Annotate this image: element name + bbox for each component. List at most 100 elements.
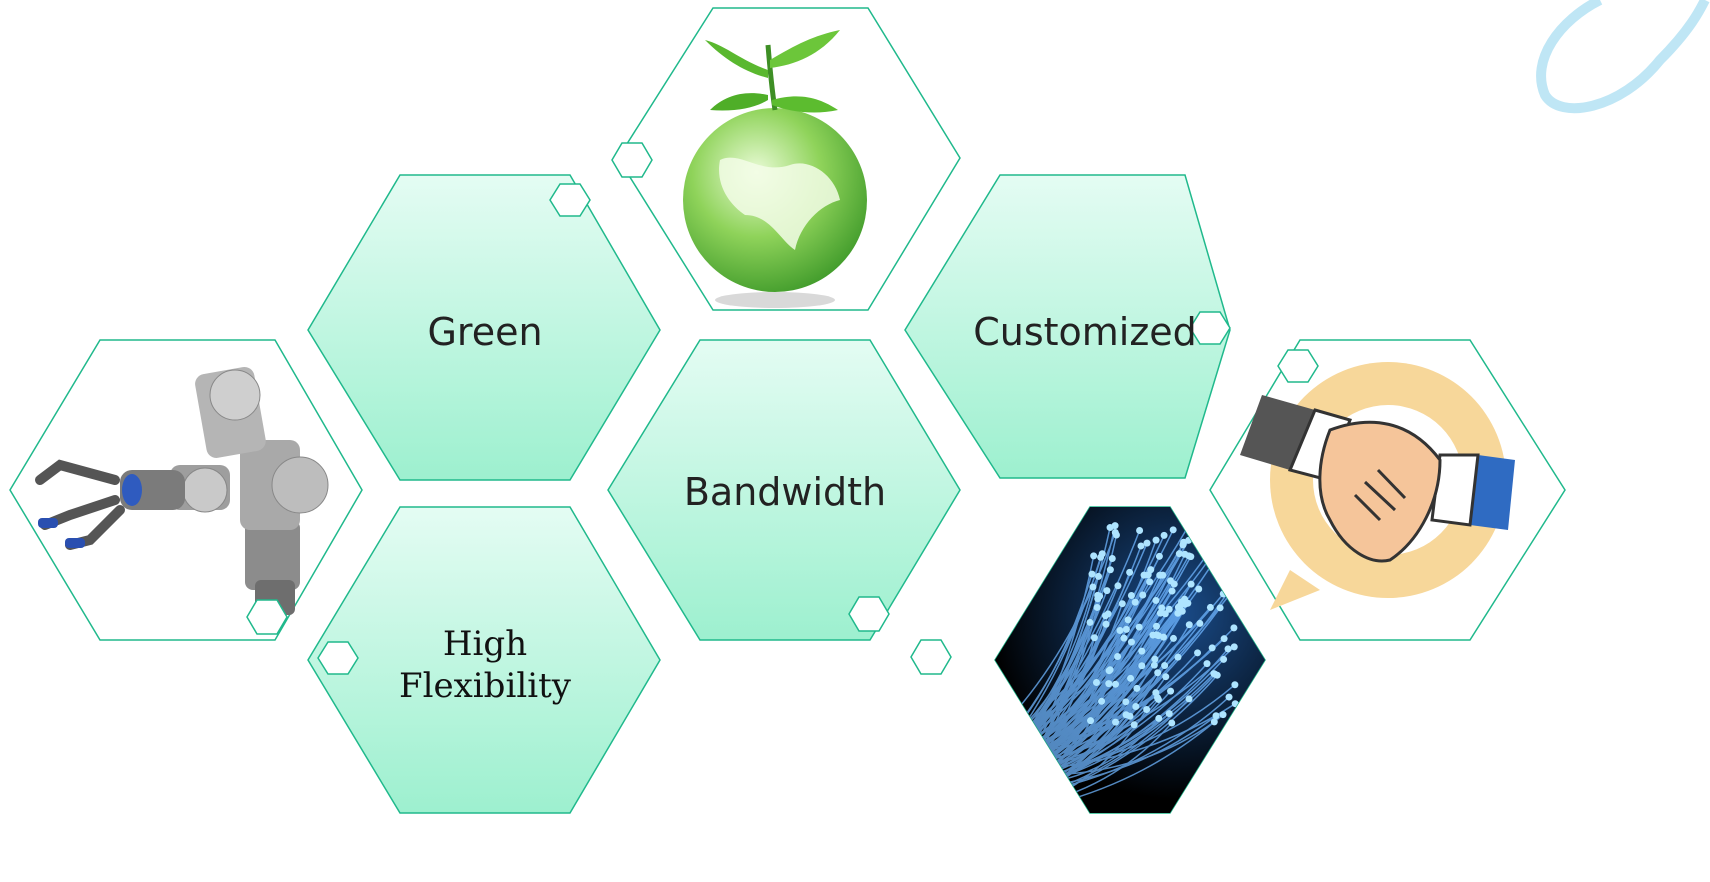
hexagon-label: Green	[427, 310, 542, 354]
fiber-tip	[1143, 705, 1151, 713]
fiber-tip	[1101, 612, 1109, 620]
fiber-tip	[1216, 604, 1224, 612]
fiber-tip	[1162, 673, 1170, 681]
decorative-swirl	[1536, 0, 1710, 114]
fiber-tip	[1124, 616, 1132, 624]
fiber-tip	[1155, 714, 1163, 722]
fiber-tip	[1147, 566, 1155, 574]
fiber-tip	[1102, 620, 1110, 628]
corner-hexagon-icon	[246, 599, 288, 635]
fiber-tip	[1220, 635, 1228, 643]
fiber-tip	[1181, 550, 1189, 558]
fiber-tip	[1156, 609, 1164, 617]
robot-arm-icon	[35, 366, 329, 615]
fiber-strand	[995, 626, 1140, 797]
fiber-tip	[1229, 586, 1237, 594]
fiber-tip	[1152, 596, 1160, 604]
fiber-tip	[1208, 644, 1216, 652]
fiber-tip	[1106, 566, 1114, 574]
fiber-tip	[1106, 666, 1114, 674]
hexagon-robot-arm	[9, 339, 363, 641]
fiber-tip	[1108, 554, 1116, 562]
corner-hexagon-icon	[1189, 311, 1231, 345]
fiber-tip	[1175, 550, 1183, 558]
hexagon-optical-fiber	[910, 506, 1266, 814]
fiber-tip	[1194, 649, 1202, 657]
fiber-tip	[1152, 622, 1160, 630]
fiber-tip	[1168, 587, 1176, 595]
fiber-tip	[1168, 719, 1176, 727]
earth-sprout-icon	[683, 30, 867, 308]
fiber-tip	[1146, 578, 1154, 586]
fiber-tip	[1230, 624, 1238, 632]
fiber-tip	[1138, 662, 1146, 670]
fiber-tip	[1181, 595, 1189, 603]
fiber-tip	[1152, 536, 1160, 544]
fiber-tip	[1089, 583, 1097, 591]
fiber-tip	[1133, 684, 1141, 692]
hexagon-handshake	[1209, 339, 1566, 641]
fiber-tip	[1114, 653, 1122, 661]
fiber-tip	[1118, 600, 1126, 608]
fiber-tip	[1161, 662, 1169, 670]
fiber-tip	[1187, 580, 1195, 588]
hexagon-green: Green	[307, 174, 661, 481]
fiber-tip	[1120, 634, 1128, 642]
fiber-tip	[1150, 661, 1158, 669]
fiber-tip	[1127, 638, 1135, 646]
fiber-tip	[1185, 621, 1193, 629]
fiber-tip	[1153, 694, 1161, 702]
fiber-tip	[1155, 552, 1163, 560]
fiber-tip	[1093, 603, 1101, 611]
fiber-tip	[1169, 526, 1177, 534]
fiber-tip	[1228, 582, 1236, 590]
fiber-tip	[1203, 660, 1211, 668]
hexagon-high-flexibility: High Flexibility	[307, 506, 661, 814]
fiber-tip	[1127, 592, 1135, 600]
fiber-tip	[1114, 582, 1122, 590]
fiber-tip	[1097, 553, 1105, 561]
corner-hexagon-icon	[910, 639, 952, 675]
fiber-strand	[995, 634, 1158, 808]
fiber-tip	[1211, 670, 1219, 678]
fiber-strand	[995, 650, 1143, 788]
fiber-tip	[1122, 711, 1130, 719]
fiber-tip	[1140, 571, 1148, 579]
fiber-tip	[1135, 623, 1143, 631]
fiber-tip	[1231, 700, 1239, 708]
fiber-tip	[1090, 552, 1098, 560]
optical-fiber-icon	[995, 507, 1265, 813]
corner-hexagon-icon	[1277, 349, 1319, 383]
handshake-icon	[1240, 362, 1515, 610]
fiber-tip	[1158, 604, 1166, 612]
corner-hexagon-icon	[848, 596, 890, 632]
hexagon-label-line-1: High	[443, 624, 527, 664]
fiber-tip	[1132, 703, 1140, 711]
fiber-tip	[1138, 647, 1146, 655]
fiber-tip	[1122, 625, 1130, 633]
fiber-tip	[1092, 678, 1100, 686]
hexagon-label: Bandwidth	[684, 470, 886, 514]
fiber-tip	[1098, 697, 1106, 705]
fiber-tip	[1087, 717, 1095, 725]
fiber-tip	[1196, 619, 1204, 627]
fiber-tip	[1122, 698, 1130, 706]
fiber-tip	[1220, 655, 1228, 663]
fiber-tip	[1224, 645, 1232, 653]
fiber-tip	[1139, 591, 1147, 599]
fiber-tip	[1112, 718, 1120, 726]
fiber-tip	[1095, 572, 1103, 580]
fiber-tip	[1169, 634, 1177, 642]
fiber-tip	[1212, 712, 1220, 720]
fiber-tip	[1131, 598, 1139, 606]
fiber-tip	[1086, 618, 1094, 626]
fiber-tip	[1231, 681, 1239, 689]
fiber-tip	[1156, 571, 1164, 579]
fiber-tip	[1137, 542, 1145, 550]
fiber-tip	[1112, 680, 1120, 688]
hexagon-customized: Customized	[904, 174, 1231, 479]
fiber-tip	[1088, 570, 1096, 578]
fiber-tip	[1106, 524, 1114, 532]
fiber-tip	[1130, 721, 1138, 729]
